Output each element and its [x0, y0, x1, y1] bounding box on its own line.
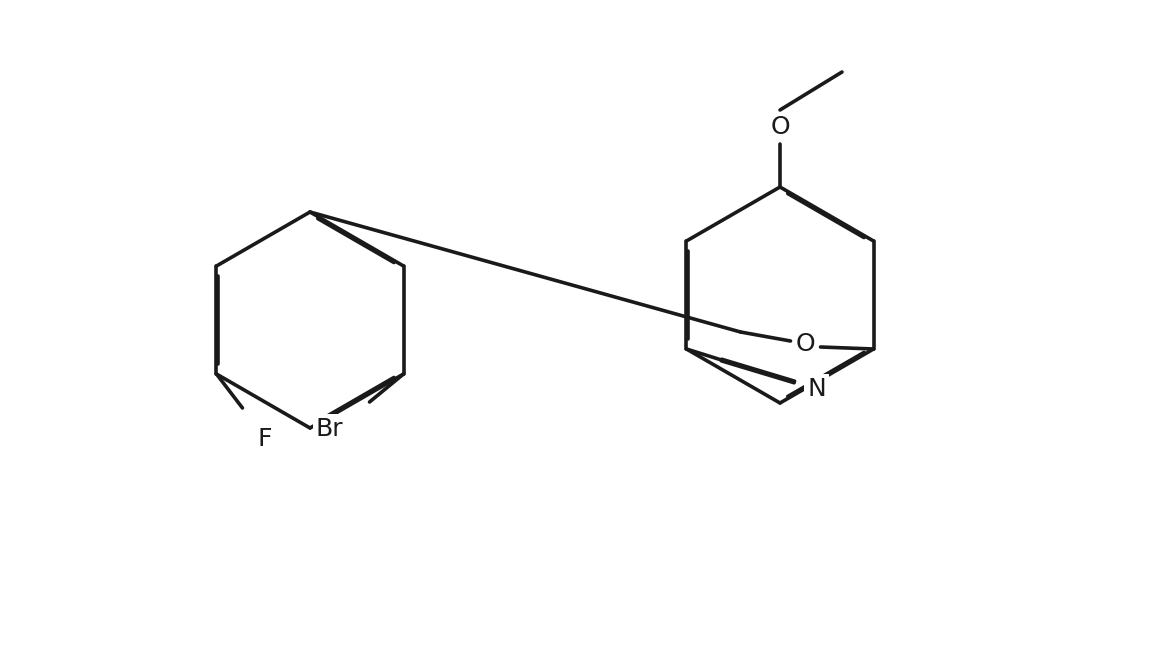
Text: F: F [257, 427, 271, 451]
Text: O: O [770, 115, 789, 139]
Text: N: N [807, 377, 826, 401]
Text: Br: Br [316, 417, 344, 441]
Text: O: O [796, 332, 816, 356]
